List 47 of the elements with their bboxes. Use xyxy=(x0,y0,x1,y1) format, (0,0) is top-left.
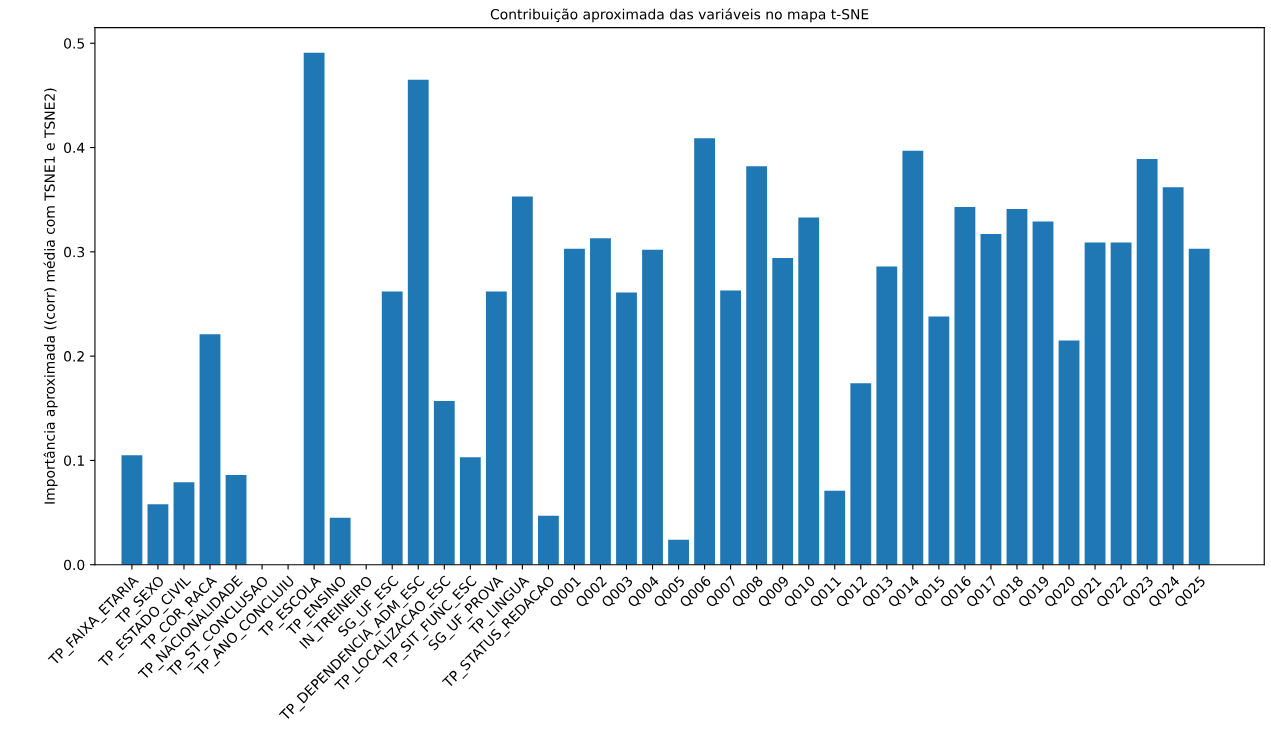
chart-title: Contribuição aproximada das variáveis no mapa t-SNE xyxy=(490,8,869,23)
bar xyxy=(225,475,247,565)
y-tick-label: 0.2 xyxy=(64,351,84,362)
y-tick-label: 0.4 xyxy=(64,142,85,154)
bar xyxy=(1084,242,1106,565)
bar xyxy=(720,290,742,565)
bar xyxy=(1110,242,1132,565)
bar xyxy=(902,150,924,565)
bar xyxy=(564,248,585,565)
bar xyxy=(928,316,950,565)
bar xyxy=(876,266,898,565)
bar xyxy=(433,400,455,565)
bar xyxy=(199,334,221,565)
bar xyxy=(1006,209,1028,565)
bar xyxy=(459,457,481,565)
bar xyxy=(850,383,872,565)
bar xyxy=(1188,248,1210,565)
y-tick-label: 0.3 xyxy=(64,246,85,258)
y-tick-label: 0.1 xyxy=(64,455,84,466)
bar xyxy=(147,504,169,565)
bar xyxy=(303,52,325,565)
bar xyxy=(642,249,663,565)
bar xyxy=(590,238,611,565)
bar xyxy=(1058,340,1080,565)
bar xyxy=(381,291,403,565)
bar xyxy=(772,258,794,565)
bar xyxy=(746,166,768,565)
y-tick-label: 0.0 xyxy=(64,559,85,571)
y-axis-title: Importância aproximada ((corr) média com TSNE1 e TSNE2) xyxy=(43,88,58,504)
bar xyxy=(980,234,1002,565)
bar xyxy=(954,206,976,565)
bar xyxy=(694,138,716,565)
bar xyxy=(511,196,533,565)
bar xyxy=(329,517,351,565)
bar xyxy=(537,515,559,565)
bar xyxy=(1136,159,1158,565)
bar xyxy=(407,79,429,565)
y-tick-label: 0.5 xyxy=(64,38,85,49)
bar xyxy=(616,292,637,565)
bar xyxy=(668,539,689,565)
bar xyxy=(824,490,846,565)
bar xyxy=(798,217,820,565)
bar xyxy=(173,482,195,565)
bar xyxy=(485,291,507,565)
bar xyxy=(1032,221,1054,565)
bar xyxy=(1162,187,1184,565)
bar xyxy=(121,455,143,565)
